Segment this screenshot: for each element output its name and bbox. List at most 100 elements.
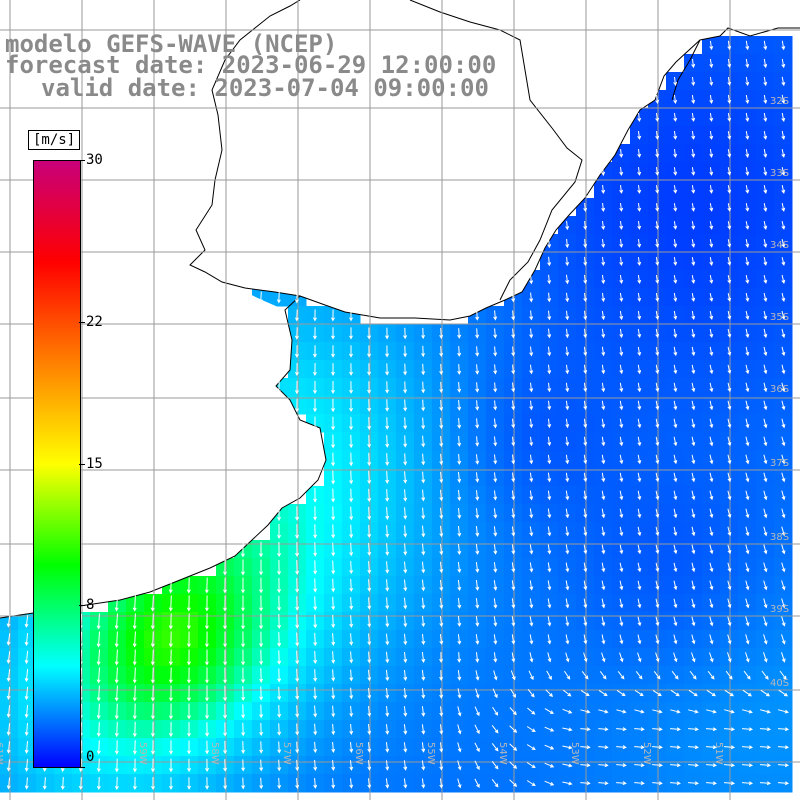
wind-arrow xyxy=(295,578,300,593)
wind-arrow xyxy=(709,652,714,663)
colorbar-unit: [m/s] xyxy=(28,130,81,150)
wind-arrow xyxy=(619,292,624,303)
wind-arrow xyxy=(367,488,372,503)
wind-arrow xyxy=(511,472,516,483)
wind-arrow xyxy=(709,418,714,429)
wind-arrow xyxy=(709,76,714,87)
wind-arrow xyxy=(781,148,786,158)
wind-arrow xyxy=(439,778,444,789)
wind-arrow xyxy=(349,398,354,413)
wind-arrow xyxy=(509,725,518,733)
wind-arrow xyxy=(745,203,750,212)
wind-arrow xyxy=(781,94,786,105)
wind-arrow xyxy=(96,758,101,773)
wind-arrow xyxy=(727,346,732,357)
wind-arrow xyxy=(421,327,426,340)
wind-arrow xyxy=(457,742,462,753)
wind-arrow xyxy=(673,292,678,303)
wind-arrow xyxy=(475,688,480,699)
wind-arrow xyxy=(583,328,588,339)
wind-arrow xyxy=(565,562,570,573)
wind-arrow xyxy=(223,759,228,772)
wind-arrow xyxy=(132,595,137,612)
wind-arrow xyxy=(367,470,372,485)
wind-arrow xyxy=(493,490,498,501)
wind-arrow xyxy=(385,399,390,412)
wind-arrow xyxy=(709,526,714,537)
wind-arrow xyxy=(529,544,534,555)
wind-arrow xyxy=(691,400,696,411)
colorbar-tick-label: 8 xyxy=(86,597,95,614)
wind-arrow xyxy=(619,580,624,591)
wind-arrow xyxy=(777,709,789,714)
wind-arrow xyxy=(331,416,336,431)
wind-arrow xyxy=(511,490,516,501)
wind-arrow xyxy=(295,723,300,736)
wind-arrow xyxy=(637,149,642,158)
wind-arrow xyxy=(565,544,570,555)
wind-arrow xyxy=(114,613,119,630)
wind-arrow xyxy=(655,580,660,591)
wind-arrow xyxy=(781,364,786,375)
wind-arrow xyxy=(421,561,426,574)
wind-arrow xyxy=(24,741,29,754)
wind-arrow xyxy=(691,382,696,393)
wind-arrow xyxy=(763,490,768,501)
wind-arrow xyxy=(132,685,137,702)
wind-arrow xyxy=(580,689,590,697)
wind-arrow xyxy=(727,580,732,591)
wind-arrow xyxy=(457,418,462,429)
wind-arrow xyxy=(745,185,750,194)
wind-arrow xyxy=(727,436,732,447)
wind-arrow xyxy=(544,780,555,786)
wind-arrow xyxy=(313,542,318,557)
wind-arrow xyxy=(601,256,606,267)
wind-arrow xyxy=(619,346,624,357)
wind-arrow xyxy=(385,525,390,538)
wind-arrow xyxy=(349,560,354,575)
wind-arrow xyxy=(475,364,480,375)
wind-arrow xyxy=(652,781,663,786)
wind-arrow xyxy=(421,760,426,771)
wind-arrow xyxy=(691,472,696,483)
wind-arrow xyxy=(150,721,155,738)
wind-arrow xyxy=(421,489,426,502)
wind-arrow xyxy=(295,614,300,629)
wind-arrow xyxy=(565,634,570,645)
wind-arrow xyxy=(691,58,696,69)
wind-arrow xyxy=(313,759,318,772)
wind-arrow xyxy=(349,416,354,431)
wind-arrow xyxy=(781,598,786,609)
wind-arrow xyxy=(598,781,609,786)
wind-arrow xyxy=(619,652,624,663)
wind-arrow xyxy=(709,598,714,609)
wind-arrow xyxy=(385,561,390,574)
wind-arrow xyxy=(673,76,678,87)
wind-arrow xyxy=(511,436,516,447)
wind-arrow xyxy=(781,562,786,573)
wind-arrow xyxy=(277,577,282,594)
wind-arrow xyxy=(258,291,263,304)
wind-arrow xyxy=(511,598,516,609)
wind-arrow xyxy=(565,238,570,249)
wind-arrow xyxy=(709,364,714,375)
wind-arrow xyxy=(6,651,11,664)
wind-arrow xyxy=(313,723,318,736)
wind-arrow xyxy=(150,740,155,755)
wind-arrow xyxy=(403,688,408,699)
wind-arrow xyxy=(186,649,191,666)
wind-arrow xyxy=(601,544,606,555)
wind-arrow xyxy=(349,778,354,789)
wind-arrow xyxy=(475,670,480,681)
wind-arrow xyxy=(637,490,642,501)
valid-date: valid date: 2023-07-04 09:00:00 xyxy=(41,74,489,102)
wind-arrow xyxy=(619,562,624,573)
wind-arrow xyxy=(546,670,552,681)
wind-arrow xyxy=(565,292,570,303)
wind-arrow xyxy=(580,763,591,768)
wind-arrow xyxy=(294,362,299,377)
wind-arrow xyxy=(385,706,390,717)
wind-arrow xyxy=(421,670,426,681)
wind-arrow xyxy=(403,778,408,789)
wind-arrow xyxy=(673,185,678,194)
